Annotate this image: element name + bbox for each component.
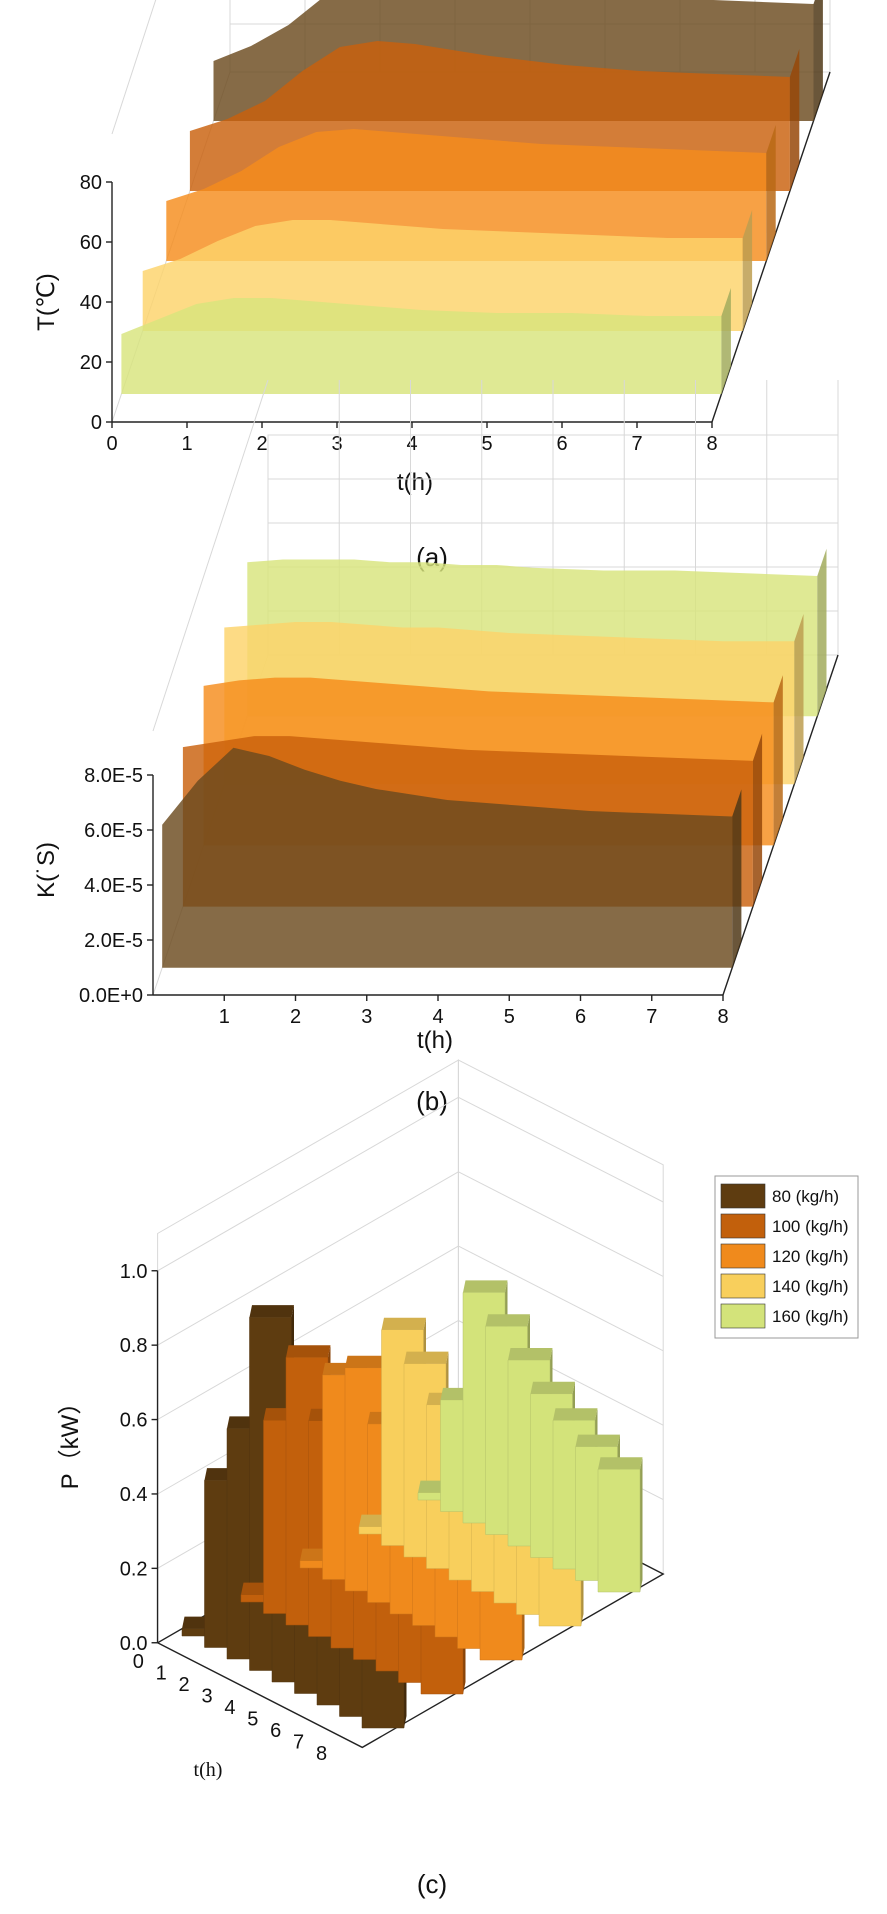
legend-label: 120 (kg/h) — [772, 1247, 849, 1266]
series-side-2 — [773, 675, 783, 846]
y-axis-label: P（kW） — [57, 1391, 84, 1490]
x-tick-label: 3 — [361, 1006, 372, 1028]
y-axis-label: T(℃) — [33, 273, 60, 331]
x-tick-label: 6 — [270, 1720, 281, 1742]
y-tick-label: 0.4 — [120, 1484, 148, 1506]
x-tick-label: 8 — [717, 1006, 728, 1028]
x-tick-label: 3 — [201, 1686, 212, 1708]
y-tick-label: 0.6 — [120, 1410, 148, 1432]
y-tick-label: 0.8 — [120, 1335, 148, 1357]
chart-b: 1 2 3 4 5 6 7 8 0.0E+0 2.0E-5 4.0E-5 6.0E-5 8.0E-5 t(… — [33, 379, 839, 1116]
y-tick-label: 20 — [80, 352, 102, 374]
series-side-3 — [794, 614, 804, 785]
legend-label: 160 (kg/h) — [772, 1307, 849, 1326]
legend-swatch — [720, 1243, 766, 1269]
y-tick-label: 6.0E-5 — [84, 820, 143, 842]
y-tick-label: 0.2 — [120, 1558, 148, 1580]
y-tick-label: 0 — [91, 412, 102, 434]
y-tick-label: 60 — [80, 232, 102, 254]
series-side-4 — [817, 548, 827, 717]
y-tick-label: 80 — [80, 172, 102, 194]
chart-subtitle: (b) — [416, 1086, 448, 1116]
y-tick-label: 0.0E+0 — [79, 985, 143, 1007]
x-tick-label: 5 — [504, 1006, 515, 1028]
x-axis-label: t(h) — [417, 1027, 453, 1054]
y-axis-label: K(˙S) — [33, 842, 60, 898]
series-side-0 — [732, 789, 742, 968]
x-axis-label: t(h) — [397, 469, 433, 496]
x-tick-label: 5 — [481, 433, 492, 455]
legend-swatch — [720, 1273, 766, 1299]
series-side-2 — [766, 125, 776, 261]
y-tick-label: 0.0 — [120, 1633, 148, 1655]
x-tick-label: 4 — [224, 1697, 235, 1719]
legend-label: 140 (kg/h) — [772, 1277, 849, 1296]
x-tick-label: 7 — [631, 433, 642, 455]
chart-subtitle: (c) — [417, 1869, 447, 1899]
x-tick-label: 7 — [293, 1732, 304, 1754]
y-tick-label: 40 — [80, 292, 102, 314]
x-tick-label: 2 — [290, 1006, 301, 1028]
x-tick-label: 3 — [331, 433, 342, 455]
series-side-1 — [752, 733, 763, 907]
x-tick-label: 7 — [646, 1006, 657, 1028]
x-tick-label: 4 — [432, 1006, 443, 1028]
x-tick-label: 1 — [156, 1663, 167, 1685]
legend-swatch — [720, 1183, 766, 1209]
x-axis-label: t(h) — [194, 1759, 223, 1781]
series-side-1 — [789, 49, 800, 191]
legend-swatch — [720, 1213, 766, 1239]
legend-label: 80 (kg/h) — [772, 1187, 839, 1206]
x-tick-label: 0 — [106, 433, 117, 455]
y-tick-label: 2.0E-5 — [84, 930, 143, 952]
x-tick-label: 1 — [181, 433, 192, 455]
series-ribbon-4 — [121, 298, 722, 394]
x-tick-label: 1 — [219, 1006, 230, 1028]
series-side-4 — [721, 288, 731, 394]
x-tick-label: 2 — [256, 433, 267, 455]
legend-label: 100 (kg/h) — [772, 1217, 849, 1236]
legend-swatch — [720, 1303, 766, 1329]
y-tick-label: 8.0E-5 — [84, 765, 143, 787]
x-tick-label: 5 — [247, 1709, 258, 1731]
series-side-0 — [813, 0, 823, 121]
x-tick-label: 6 — [575, 1006, 586, 1028]
y-tick-label: 1.0 — [120, 1261, 148, 1283]
x-tick-label: 2 — [179, 1674, 190, 1696]
series-ribbon-0 — [162, 747, 733, 968]
x-tick-label: 6 — [556, 433, 567, 455]
x-tick-label: 4 — [406, 433, 417, 455]
y-tick-label: 4.0E-5 — [84, 875, 143, 897]
x-tick-label: 8 — [316, 1743, 327, 1765]
x-tick-label: 0 — [133, 1651, 144, 1673]
legend: 80 (kg/h) 100 (kg/h) 120 (kg/h) 140 (kg/h) 1… — [714, 1175, 859, 1339]
x-tick-label: 8 — [706, 433, 717, 455]
series-side-3 — [742, 210, 753, 331]
bar — [597, 1457, 643, 1593]
